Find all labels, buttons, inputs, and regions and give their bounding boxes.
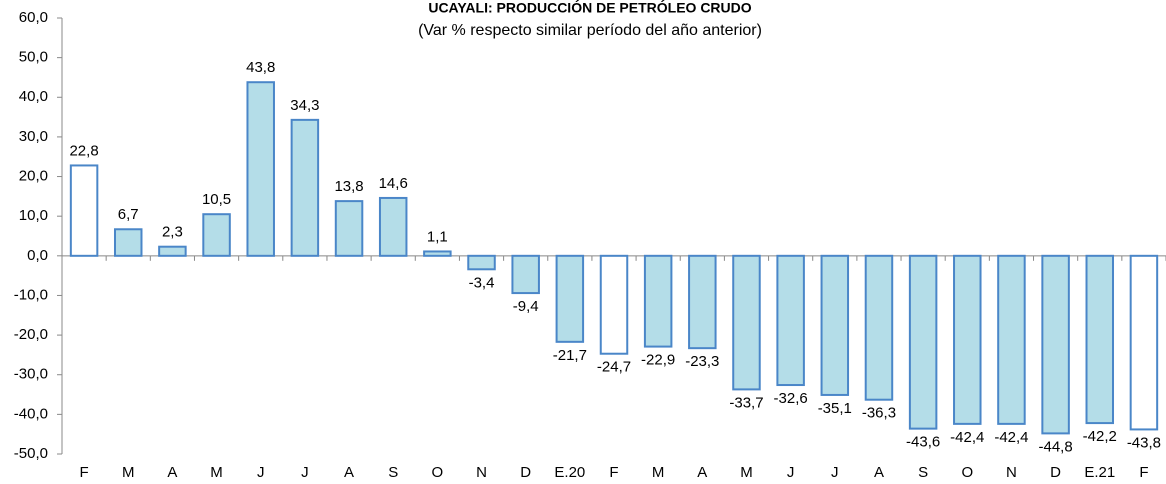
value-label: 43,8 — [246, 59, 275, 76]
value-label: -36,3 — [862, 405, 896, 422]
x-tick-label: E.20 — [554, 464, 585, 481]
value-label: -35,1 — [818, 400, 852, 417]
value-label: -21,7 — [553, 347, 587, 364]
value-label: -43,6 — [906, 434, 940, 451]
chart-subtitle: (Var % respecto similar período del año … — [418, 22, 762, 39]
bar — [732, 254, 761, 391]
x-tick-label: O — [432, 464, 444, 481]
x-tick-label: F — [79, 464, 88, 481]
value-label: -23,3 — [685, 353, 719, 370]
x-tick-label: A — [697, 464, 707, 481]
value-label: 1,1 — [427, 228, 448, 245]
x-tick-label: D — [520, 464, 531, 481]
chart-title: UCAYALI: PRODUCCIÓN DE PETRÓLEO CRUDO — [428, 0, 751, 16]
y-tick-label: 0,0 — [27, 247, 48, 264]
value-label: -42,4 — [950, 429, 984, 446]
value-label: -24,7 — [597, 359, 631, 376]
value-label: -32,6 — [774, 390, 808, 407]
x-tick-label: N — [1006, 464, 1017, 481]
bar — [864, 254, 894, 401]
x-tick-label: D — [1050, 464, 1061, 481]
bar — [908, 254, 938, 430]
bar — [643, 254, 673, 348]
value-label: 10,5 — [202, 191, 231, 208]
x-tick-label: A — [874, 464, 884, 481]
bar — [467, 254, 496, 271]
y-tick-label: -40,0 — [14, 405, 48, 422]
x-tick-label: S — [918, 464, 928, 481]
x-tick-label: M — [210, 464, 223, 481]
x-tick-label: J — [301, 464, 309, 481]
y-tick-label: -50,0 — [14, 445, 48, 462]
bar — [599, 254, 629, 355]
x-tick-label: M — [122, 464, 135, 481]
x-tick-label: A — [344, 464, 354, 481]
bar — [334, 200, 364, 257]
bar — [113, 228, 143, 257]
x-tick-label: M — [740, 464, 753, 481]
y-tick-label: 10,0 — [19, 207, 48, 224]
x-tick-label: S — [388, 464, 398, 481]
bar — [1041, 254, 1070, 435]
x-tick-label: J — [831, 464, 839, 481]
y-tick-label: 60,0 — [19, 9, 48, 26]
bar — [423, 250, 452, 257]
bar — [246, 81, 275, 257]
value-label: -42,2 — [1083, 428, 1117, 445]
bar — [511, 254, 540, 295]
value-label: -42,4 — [994, 429, 1028, 446]
value-label: -3,4 — [469, 274, 495, 291]
x-tick-label: A — [167, 464, 177, 481]
value-label: 34,3 — [290, 97, 319, 114]
bar — [688, 254, 717, 350]
y-tick-label: 20,0 — [19, 168, 48, 185]
bar — [820, 254, 850, 396]
value-label: 13,8 — [334, 178, 363, 195]
value-label: -44,8 — [1038, 438, 1072, 455]
y-tick-label: -10,0 — [14, 286, 48, 303]
x-tick-label: F — [1139, 464, 1148, 481]
x-tick-label: M — [652, 464, 665, 481]
value-label: 6,7 — [118, 206, 139, 223]
bar — [776, 254, 805, 387]
bar — [378, 196, 408, 257]
bar — [158, 245, 187, 257]
x-tick-label: J — [257, 464, 265, 481]
bar — [202, 213, 231, 257]
value-label: -9,4 — [513, 298, 539, 315]
y-tick-label: 50,0 — [19, 49, 48, 66]
bar — [997, 254, 1026, 425]
value-label: 14,6 — [379, 175, 408, 192]
y-tick-label: -20,0 — [14, 326, 48, 343]
value-label: -43,8 — [1127, 434, 1161, 451]
x-tick-label: E.21 — [1084, 464, 1115, 481]
bar — [290, 118, 320, 257]
bar — [953, 254, 982, 425]
y-tick-label: 40,0 — [19, 88, 48, 105]
bar — [1129, 254, 1159, 431]
value-label: -33,7 — [729, 394, 763, 411]
value-label: 2,3 — [162, 224, 183, 241]
bar — [555, 254, 585, 343]
x-tick-label: N — [476, 464, 487, 481]
bar — [1085, 254, 1115, 425]
value-label: 22,8 — [69, 142, 98, 159]
value-label: -22,9 — [641, 352, 675, 369]
x-tick-label: F — [609, 464, 618, 481]
x-tick-label: J — [787, 464, 795, 481]
bar — [69, 164, 99, 257]
x-tick-label: O — [961, 464, 973, 481]
y-tick-label: -30,0 — [14, 366, 48, 383]
y-tick-label: 30,0 — [19, 128, 48, 145]
